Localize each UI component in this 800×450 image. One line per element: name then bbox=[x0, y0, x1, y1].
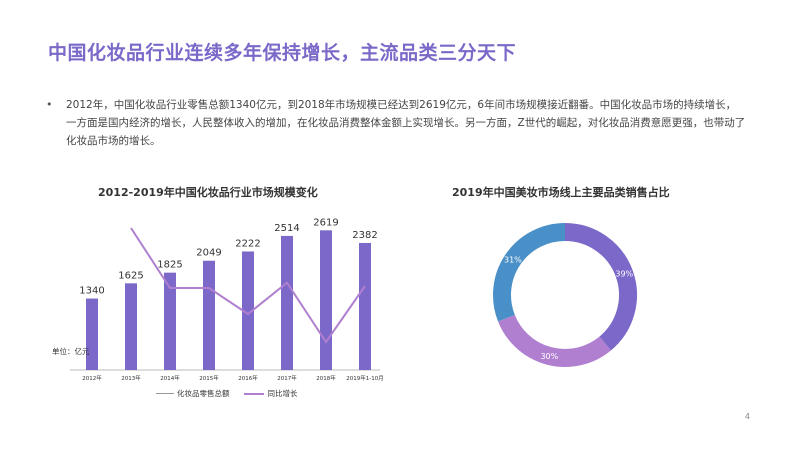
bar-chart-title: 2012-2019年中国化妆品行业市场规模变化 bbox=[98, 186, 318, 199]
bar-value-label: 2382 bbox=[352, 230, 377, 241]
market-size-chart: 1340 2012年 1625 2013年 1825 2014年 2049 2015年 2222… bbox=[70, 217, 384, 382]
page-number: 4 bbox=[744, 412, 750, 421]
unit-label: 单位：亿元 bbox=[52, 347, 90, 356]
x-tick-label: 2017年 bbox=[277, 374, 297, 382]
slide-title: 中国化妆品行业连续多年保持增长，主流品类三分天下 bbox=[48, 42, 517, 64]
bar-value-label: 2619 bbox=[313, 217, 338, 228]
legend-label-line: 同比增长 bbox=[267, 389, 298, 398]
legend-swatch-line bbox=[243, 392, 264, 395]
bar-value-label: 1825 bbox=[157, 260, 182, 271]
bar bbox=[86, 298, 98, 370]
bar bbox=[320, 230, 332, 370]
bar bbox=[281, 235, 293, 370]
bar-value-label: 2049 bbox=[196, 248, 221, 259]
legend-label-bar: 化妆品零售总额 bbox=[177, 389, 230, 398]
x-tick-label: 2013年 bbox=[121, 374, 141, 382]
summary-bullet: • 2012年，中国化妆品行业零售总额1340亿元，到2018年市场规模已经达到… bbox=[46, 96, 746, 150]
category-share-donut: 39% 30% 31% bbox=[493, 223, 637, 367]
donut-slice bbox=[564, 223, 637, 351]
legend-swatch-bar bbox=[156, 393, 174, 394]
x-tick-label: 2012年 bbox=[82, 374, 102, 382]
slice-label: 31% bbox=[504, 256, 522, 265]
bar-value-label: 1625 bbox=[118, 270, 143, 281]
bar-value-label: 2514 bbox=[274, 223, 299, 234]
slice-label: 39% bbox=[615, 270, 633, 279]
growth-line bbox=[130, 227, 366, 344]
bar-value-label: 2222 bbox=[235, 238, 260, 249]
bar-value-label: 1340 bbox=[79, 286, 104, 297]
x-tick-label: 2018年 bbox=[316, 374, 336, 382]
x-tick-label: 2019年1-10月 bbox=[346, 374, 383, 382]
x-tick-label: 2016年 bbox=[238, 374, 258, 382]
bar bbox=[242, 251, 254, 370]
x-tick-label: 2015年 bbox=[199, 374, 219, 382]
bar bbox=[203, 260, 215, 370]
x-tick-label: 2014年 bbox=[160, 374, 180, 382]
slice-label: 30% bbox=[540, 352, 558, 361]
bar bbox=[359, 242, 371, 370]
summary-text: 2012年，中国化妆品行业零售总额1340亿元，到2018年市场规模已经达到26… bbox=[66, 99, 746, 147]
bullet-marker: • bbox=[46, 98, 53, 111]
bar-chart-legend: 化妆品零售总额 同比增长 bbox=[156, 388, 298, 399]
bar bbox=[164, 272, 176, 370]
donut-slice bbox=[493, 223, 566, 322]
donut-slice bbox=[498, 314, 611, 367]
donut-chart-title: 2019年中国美妆市场线上主要品类销售占比 bbox=[452, 186, 670, 199]
bar bbox=[125, 283, 137, 370]
